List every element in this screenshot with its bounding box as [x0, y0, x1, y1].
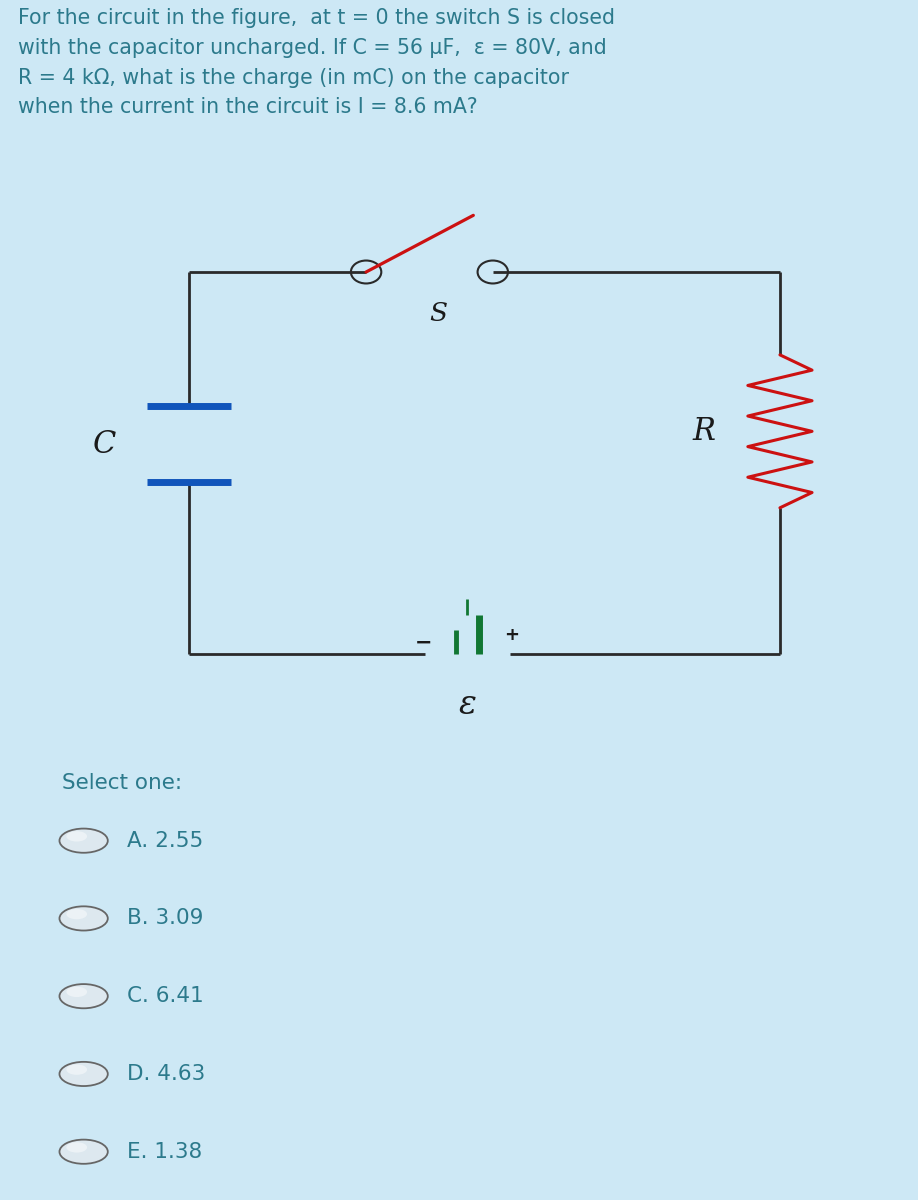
- Circle shape: [60, 906, 107, 930]
- Text: For the circuit in the figure,  at t = 0 the switch S is closed
with the capacit: For the circuit in the figure, at t = 0 …: [18, 8, 615, 118]
- Circle shape: [66, 1064, 87, 1075]
- Text: B. 3.09: B. 3.09: [127, 908, 203, 929]
- Circle shape: [66, 908, 87, 919]
- Circle shape: [60, 1140, 107, 1164]
- Circle shape: [66, 986, 87, 997]
- Text: C. 6.41: C. 6.41: [127, 986, 204, 1006]
- Text: S: S: [429, 301, 447, 325]
- Text: C: C: [93, 428, 116, 460]
- Circle shape: [60, 984, 107, 1008]
- Circle shape: [60, 1062, 107, 1086]
- Text: R: R: [692, 416, 715, 446]
- Circle shape: [66, 1142, 87, 1152]
- Text: A. 2.55: A. 2.55: [127, 830, 203, 851]
- Text: Select one:: Select one:: [62, 773, 182, 793]
- Text: −: −: [415, 632, 432, 653]
- Text: ε: ε: [458, 690, 476, 721]
- Circle shape: [66, 832, 87, 841]
- Text: +: +: [504, 625, 519, 643]
- Text: D. 4.63: D. 4.63: [127, 1064, 205, 1084]
- Text: E. 1.38: E. 1.38: [127, 1141, 202, 1162]
- Circle shape: [60, 828, 107, 853]
